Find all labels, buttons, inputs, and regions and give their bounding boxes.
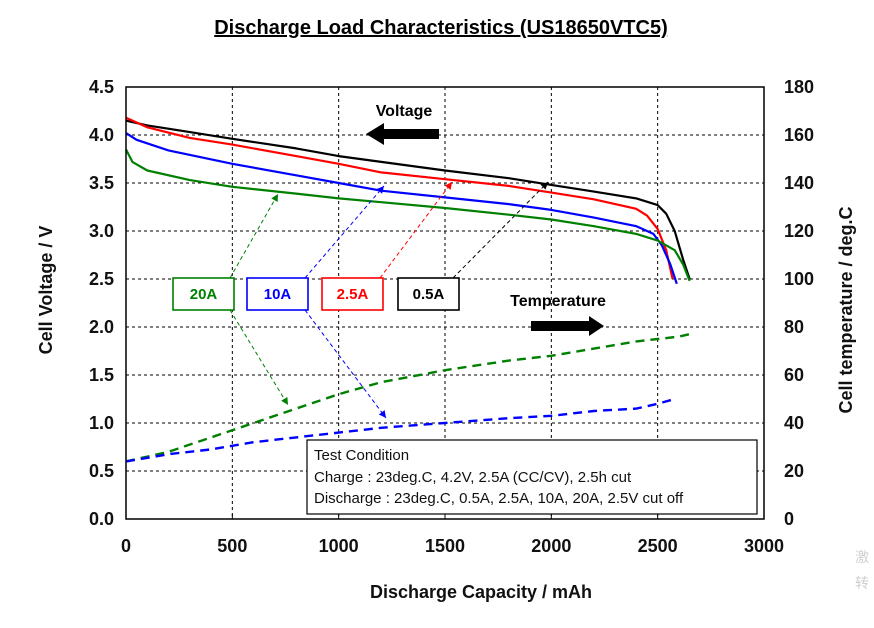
y2-tick-label: 180 (784, 77, 814, 97)
legend-label: 20A (190, 286, 218, 303)
series-group (125, 116, 691, 463)
legend-box (321, 277, 384, 311)
temperature-arrow-label: Temperature (510, 293, 606, 310)
legend-pointer-arrowhead (271, 194, 278, 202)
legend-label: 0.5A (413, 286, 445, 303)
y2-tick-label: 100 (784, 269, 814, 289)
legend: 20A 10A 2.5A 0.5A (172, 181, 549, 419)
voltage-line-20A (125, 148, 691, 282)
legend-label: 10A (264, 286, 292, 303)
voltage-arrow-icon (366, 123, 439, 145)
y-axis-label: Cell Voltage / V (36, 226, 56, 355)
watermark-2: 转 (855, 575, 869, 591)
x-tick-label: 1000 (319, 536, 359, 556)
y-tick-label: 2.5 (89, 269, 114, 289)
legend-pointer (452, 181, 549, 279)
y-tick-label: 0.0 (89, 509, 114, 529)
legend-pointer-arrowhead (376, 186, 384, 194)
legend-pointer-arrowhead (540, 182, 548, 190)
y-tick-label: 3.0 (89, 221, 114, 241)
y-tick-label: 1.0 (89, 413, 114, 433)
legend-box (246, 277, 309, 311)
y2-axis-label: Cell temperature / deg.C (836, 206, 856, 413)
test-condition-discharge: Discharge : 23deg.C, 0.5A, 2.5A, 10A, 20… (314, 490, 684, 507)
x-tick-label: 2000 (531, 536, 571, 556)
y2-tick-label: 160 (784, 125, 814, 145)
legend-pointer (229, 309, 289, 406)
y2-tick-label: 80 (784, 317, 804, 337)
x-tick-label: 1500 (425, 536, 465, 556)
y2-tick-label: 40 (784, 413, 804, 433)
legend-box (172, 277, 235, 311)
legend-pointer (379, 181, 453, 279)
test-condition-title: Test Condition (314, 447, 409, 464)
legend-box (397, 277, 460, 311)
y2-tick-label: 20 (784, 461, 804, 481)
legend-pointer (304, 185, 385, 279)
y2-tick-label: 120 (784, 221, 814, 241)
chart-title: Discharge Load Characteristics (US18650V… (214, 17, 668, 39)
x-tick-label: 2500 (638, 536, 678, 556)
y-tick-label: 3.5 (89, 173, 114, 193)
voltage-line-0_5A (125, 119, 691, 280)
temperature-line-10A (125, 397, 676, 463)
voltage-line-10A (125, 132, 678, 285)
test-condition-box: Test Condition Charge : 23deg.C, 4.2V, 2… (306, 439, 758, 515)
legend-pointer-arrowhead (378, 410, 386, 418)
legend-pointer-arrowhead (281, 397, 288, 405)
x-axis-label: Discharge Capacity / mAh (370, 582, 592, 602)
watermark-1: 激 (855, 549, 869, 565)
y-tick-label: 4.0 (89, 125, 114, 145)
voltage-arrow-label: Voltage (376, 103, 433, 120)
x-tick-label: 3000 (744, 536, 784, 556)
y-tick-label: 0.5 (89, 461, 114, 481)
legend-pointer (229, 193, 279, 279)
test-condition-charge: Charge : 23deg.C, 4.2V, 2.5A (CC/CV), 2.… (314, 469, 632, 486)
temperature-arrow-icon (531, 316, 604, 336)
voltage-line-2_5A (125, 116, 674, 280)
x-tick-label: 0 (121, 536, 131, 556)
y-tick-label: 2.0 (89, 317, 114, 337)
y-tick-label: 4.5 (89, 77, 114, 97)
y2-tick-label: 0 (784, 509, 794, 529)
legend-label: 2.5A (337, 286, 369, 303)
y-tick-label: 1.5 (89, 365, 114, 385)
y2-tick-label: 140 (784, 173, 814, 193)
temperature-line-20A (125, 333, 690, 463)
y2-tick-label: 60 (784, 365, 804, 385)
annotations-group: Voltage Temperature (366, 103, 606, 336)
axes-group: 0 500 1000 1500 2000 2500 30000.00.51.01.52.02… (89, 77, 814, 556)
legend-pointer-arrowhead (444, 182, 452, 190)
legend-pointer (304, 309, 387, 419)
x-tick-label: 500 (217, 536, 247, 556)
